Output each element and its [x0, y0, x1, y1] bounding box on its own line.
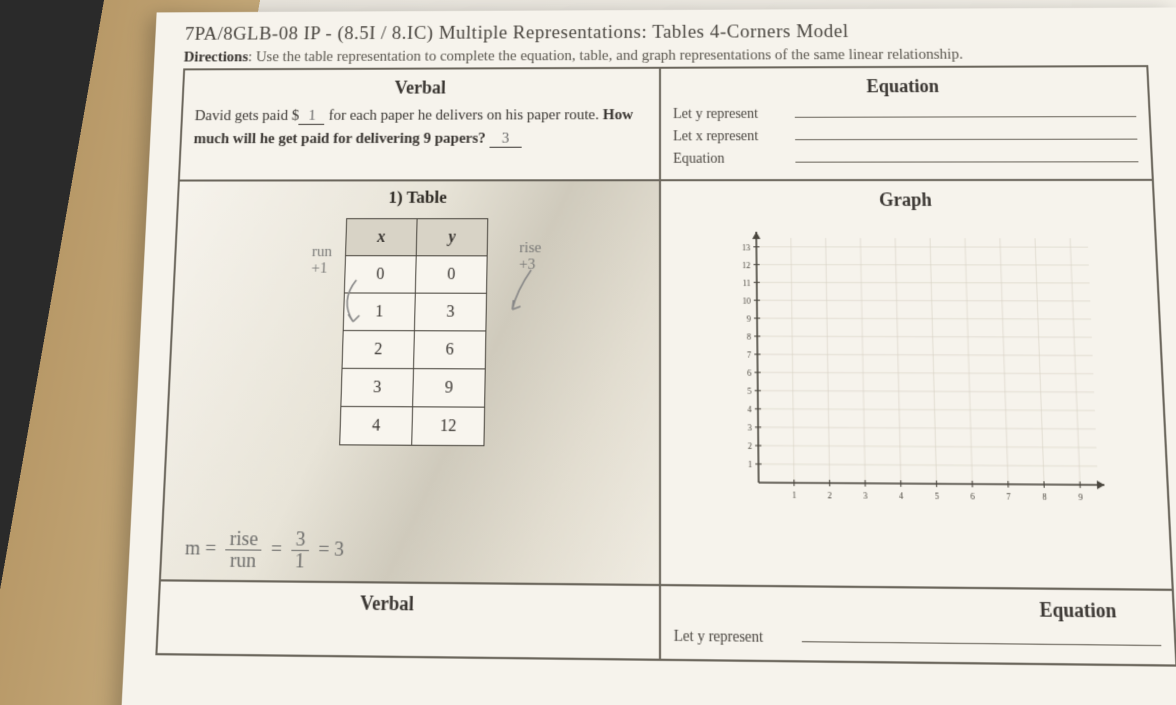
- svg-text:7: 7: [746, 350, 750, 360]
- cell: 2: [342, 331, 414, 369]
- svg-text:8: 8: [1042, 492, 1047, 502]
- slope-m: m =: [185, 537, 217, 560]
- slope-frac1: rise run: [224, 529, 262, 572]
- slope-rise: rise: [225, 529, 262, 551]
- svg-text:8: 8: [746, 332, 750, 342]
- svg-text:13: 13: [741, 243, 749, 252]
- let-x-label: Let x represent: [673, 129, 795, 145]
- let-y-blank: [795, 103, 1137, 118]
- equation-blank: [795, 148, 1138, 163]
- directions-text: : Use the table representation to comple…: [248, 47, 963, 66]
- svg-text:3: 3: [747, 423, 751, 433]
- table-cell: 1) Table run+1 rise+3 x y 00 13 26 39 41…: [160, 180, 660, 585]
- table-title: 1) Table: [191, 187, 647, 208]
- svg-text:6: 6: [970, 492, 975, 502]
- slope-den: 1: [290, 551, 309, 572]
- table-row: 39: [341, 368, 485, 407]
- svg-text:4: 4: [747, 404, 751, 414]
- graph-cell: Graph 12345678913121110987654321: [660, 180, 1173, 590]
- worksheet-code: 7PA/8GLB-08 IP - (8.5I / 8.IC) Multiple …: [184, 20, 1147, 46]
- col-x-header: x: [346, 219, 418, 256]
- cell: 0: [415, 256, 487, 293]
- bottom-let-y-blank: [802, 627, 1162, 647]
- svg-text:1: 1: [747, 460, 751, 470]
- cell: 4: [340, 406, 413, 445]
- cell: 12: [412, 407, 485, 446]
- svg-text:5: 5: [934, 491, 939, 501]
- let-x-blank: [795, 125, 1137, 140]
- slope-val: = 3: [318, 538, 345, 561]
- let-y-label: Let y represent: [673, 107, 795, 123]
- verbal-cell: Verbal David gets paid $1 for each paper…: [179, 68, 660, 181]
- svg-text:7: 7: [1006, 492, 1011, 502]
- worksheet-paper: 7PA/8GLB-08 IP - (8.5I / 8.IC) Multiple …: [120, 7, 1176, 705]
- slope-formula: m = rise run = 3 1 = 3: [184, 528, 345, 572]
- rise-arrow-icon: [508, 264, 539, 316]
- bottom-let-y: Let y represent: [674, 629, 802, 648]
- svg-text:2: 2: [747, 441, 751, 451]
- slope-run: run: [224, 550, 261, 571]
- four-corners-grid: Verbal David gets paid $1 for each paper…: [155, 65, 1176, 667]
- svg-text:4: 4: [898, 491, 903, 501]
- verbal-line1a: David gets paid $: [194, 108, 299, 124]
- cell: 9: [413, 369, 486, 408]
- verbal-line1b: for each paper he delivers on his paper …: [325, 107, 603, 124]
- equation-title: Equation: [673, 75, 1135, 98]
- directions: Directions: Use the table representation…: [183, 46, 1148, 67]
- svg-text:10: 10: [742, 296, 750, 306]
- svg-text:9: 9: [1078, 492, 1083, 502]
- verbal-blank-rate: 1: [299, 110, 325, 125]
- run-arrow-icon: [335, 276, 367, 328]
- equation-cell: Equation Let y represent Let x represent…: [660, 66, 1153, 180]
- table-row: 26: [342, 331, 486, 369]
- svg-text:9: 9: [746, 314, 750, 324]
- verbal-body: David gets paid $1 for each paper he del…: [193, 104, 647, 152]
- svg-text:11: 11: [742, 278, 750, 288]
- directions-label: Directions: [183, 49, 248, 65]
- svg-text:2: 2: [827, 491, 831, 501]
- bottom-eq-lines: Let y represent: [674, 625, 1162, 652]
- graph-title: Graph: [673, 189, 1141, 211]
- table-row: 412: [340, 406, 485, 445]
- slope-eq1: =: [270, 538, 282, 561]
- svg-text:5: 5: [747, 386, 751, 396]
- verbal-title: Verbal: [196, 77, 647, 99]
- verbal-blank-answer: 3: [489, 133, 521, 148]
- svg-text:12: 12: [742, 260, 750, 270]
- svg-text:3: 3: [863, 491, 867, 501]
- graph-axes-icon: 12345678913121110987654321: [711, 217, 1117, 518]
- cell: 3: [414, 293, 486, 331]
- bottom-equation-cell: Equation Let y represent: [660, 585, 1176, 666]
- slope-frac2: 3 1: [290, 529, 310, 572]
- equation-lines: Let y represent Let x represent Equation: [673, 103, 1139, 168]
- equation-label: Equation: [673, 151, 795, 167]
- hand-run-text: run+1: [311, 244, 332, 277]
- bottom-equation-title: Equation: [674, 595, 1161, 623]
- slope-num: 3: [291, 529, 310, 551]
- data-table: x y 00 13 26 39 412: [339, 218, 488, 446]
- svg-text:1: 1: [792, 490, 796, 500]
- bottom-verbal-cell: Verbal: [156, 580, 660, 659]
- svg-text:6: 6: [747, 368, 751, 378]
- bottom-verbal-title: Verbal: [172, 590, 646, 618]
- cell: 3: [341, 368, 414, 406]
- cell: 6: [414, 331, 486, 369]
- col-y-header: y: [416, 219, 488, 256]
- hand-run-label: run+1: [311, 245, 332, 278]
